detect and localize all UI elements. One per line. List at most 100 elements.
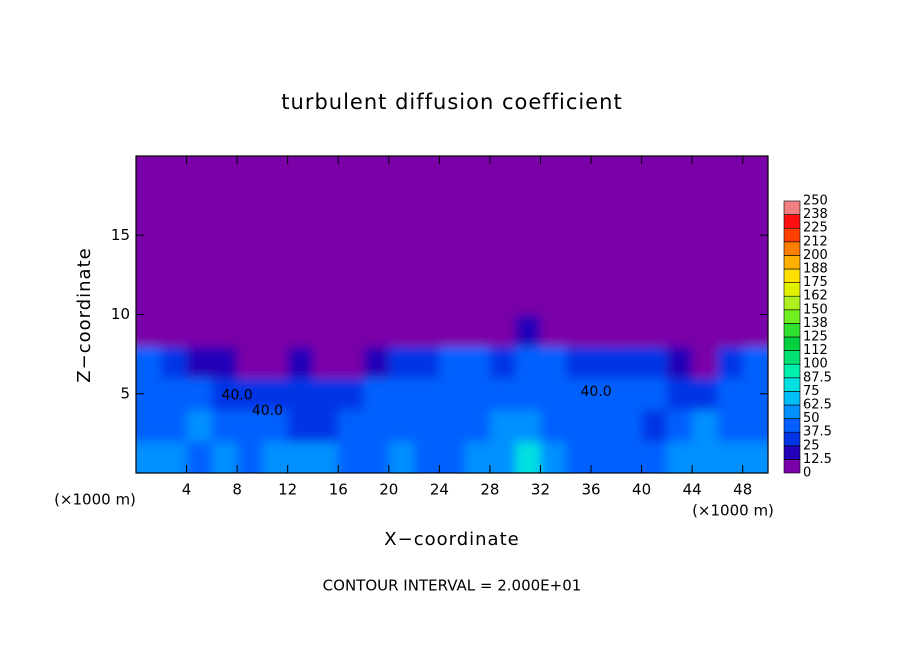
heat-cell [136,156,162,189]
x-tick-label: 12 [278,481,297,499]
heat-cell [742,251,768,284]
heat-cell [211,441,238,473]
heat-cell [161,219,188,252]
heat-cell [363,409,390,442]
heat-cell [388,219,415,252]
heat-cell [388,409,415,442]
colorbar-label: 200 [803,248,828,263]
heat-cell [489,441,516,473]
heat-cell [211,219,238,252]
heat-cell [515,187,542,220]
heat-cell [464,187,491,220]
colorbar-label: 238 [803,207,828,222]
x-tick-label: 40 [632,481,651,499]
heat-cell [464,346,491,379]
heat-cell [692,156,719,189]
heat-cell [692,314,719,347]
heat-cell [439,441,466,473]
heat-cell [161,314,188,347]
heat-cell [666,187,693,220]
heat-cell [237,219,263,252]
heat-cell [287,219,314,252]
heat-cell [540,441,567,473]
heat-cell [692,346,719,379]
heat-cell [414,219,440,252]
colorbar-label: 188 [803,262,828,277]
heat-cell [565,282,592,316]
colorbar-swatch [783,295,801,311]
colorbar-label: 125 [803,330,828,345]
heat-cell [161,156,188,189]
colorbar-swatch [783,323,801,338]
colorbar-swatch [783,363,801,379]
heat-cell [136,251,162,284]
heat-cell [717,441,744,473]
heat-cell [363,441,390,473]
heat-cell [237,187,263,220]
footer-note: CONTOUR INTERVAL = 2.000E+01 [323,577,582,595]
heat-cell [338,314,365,347]
heat-cell [388,156,415,189]
heat-cell [312,187,339,220]
heat-cell [565,377,592,411]
colorbar-swatch [783,391,801,406]
heat-cell [312,219,339,252]
heat-cell [591,441,617,473]
colorbar-swatch [783,377,801,392]
x-tick-label: 28 [480,481,499,499]
heat-cell [363,251,390,284]
colorbar-label: 12.5 [803,452,832,467]
heat-cell [186,187,213,220]
heat-cell [388,314,415,347]
heat-cell [692,282,719,316]
heat-cell [489,187,516,220]
heat-cell [489,314,516,347]
heat-cell [211,187,238,220]
heat-cell [287,314,314,347]
heat-cell [186,314,213,347]
heat-cell [666,377,693,411]
y-tick-label: 15 [111,226,130,244]
heat-cell [540,282,567,316]
colorbar-label: 250 [803,194,828,209]
heat-cell [692,377,719,411]
heat-cell [338,156,365,189]
heat-cell [540,346,567,379]
heat-cell [388,282,415,316]
heat-cell [161,409,188,442]
heat-cell [136,409,162,442]
x-tick-label: 36 [581,481,600,499]
colorbar-swatch [783,309,801,324]
heat-cell [211,377,238,411]
heat-cell [237,377,263,411]
heat-cell [464,409,491,442]
heat-cell [717,409,744,442]
heat-cell [312,282,339,316]
heat-cell [338,409,365,442]
x-unit-label: (×1000 m) [54,491,136,509]
colorbar-swatch [783,227,801,243]
heat-cell [161,251,188,284]
heat-cell [388,377,415,411]
heat-cell [388,346,415,379]
heat-cell [414,282,440,316]
heat-cell [186,219,213,252]
heat-cell [489,282,516,316]
heat-cell [338,187,365,220]
heat-cell [515,346,542,379]
heat-cell [692,441,719,473]
heat-cell [439,251,466,284]
heat-cell [540,377,567,411]
heat-cell [439,314,466,347]
x-tick-label: 24 [430,481,449,499]
heat-cell [414,314,440,347]
heat-cell [237,409,263,442]
heat-cell [186,377,213,411]
heat-cell [136,187,162,220]
heat-cell [161,377,188,411]
heat-cell [262,314,289,347]
heat-cell [211,314,238,347]
heat-cell [338,441,365,473]
heat-cell [237,156,263,189]
heat-cell [287,377,314,411]
